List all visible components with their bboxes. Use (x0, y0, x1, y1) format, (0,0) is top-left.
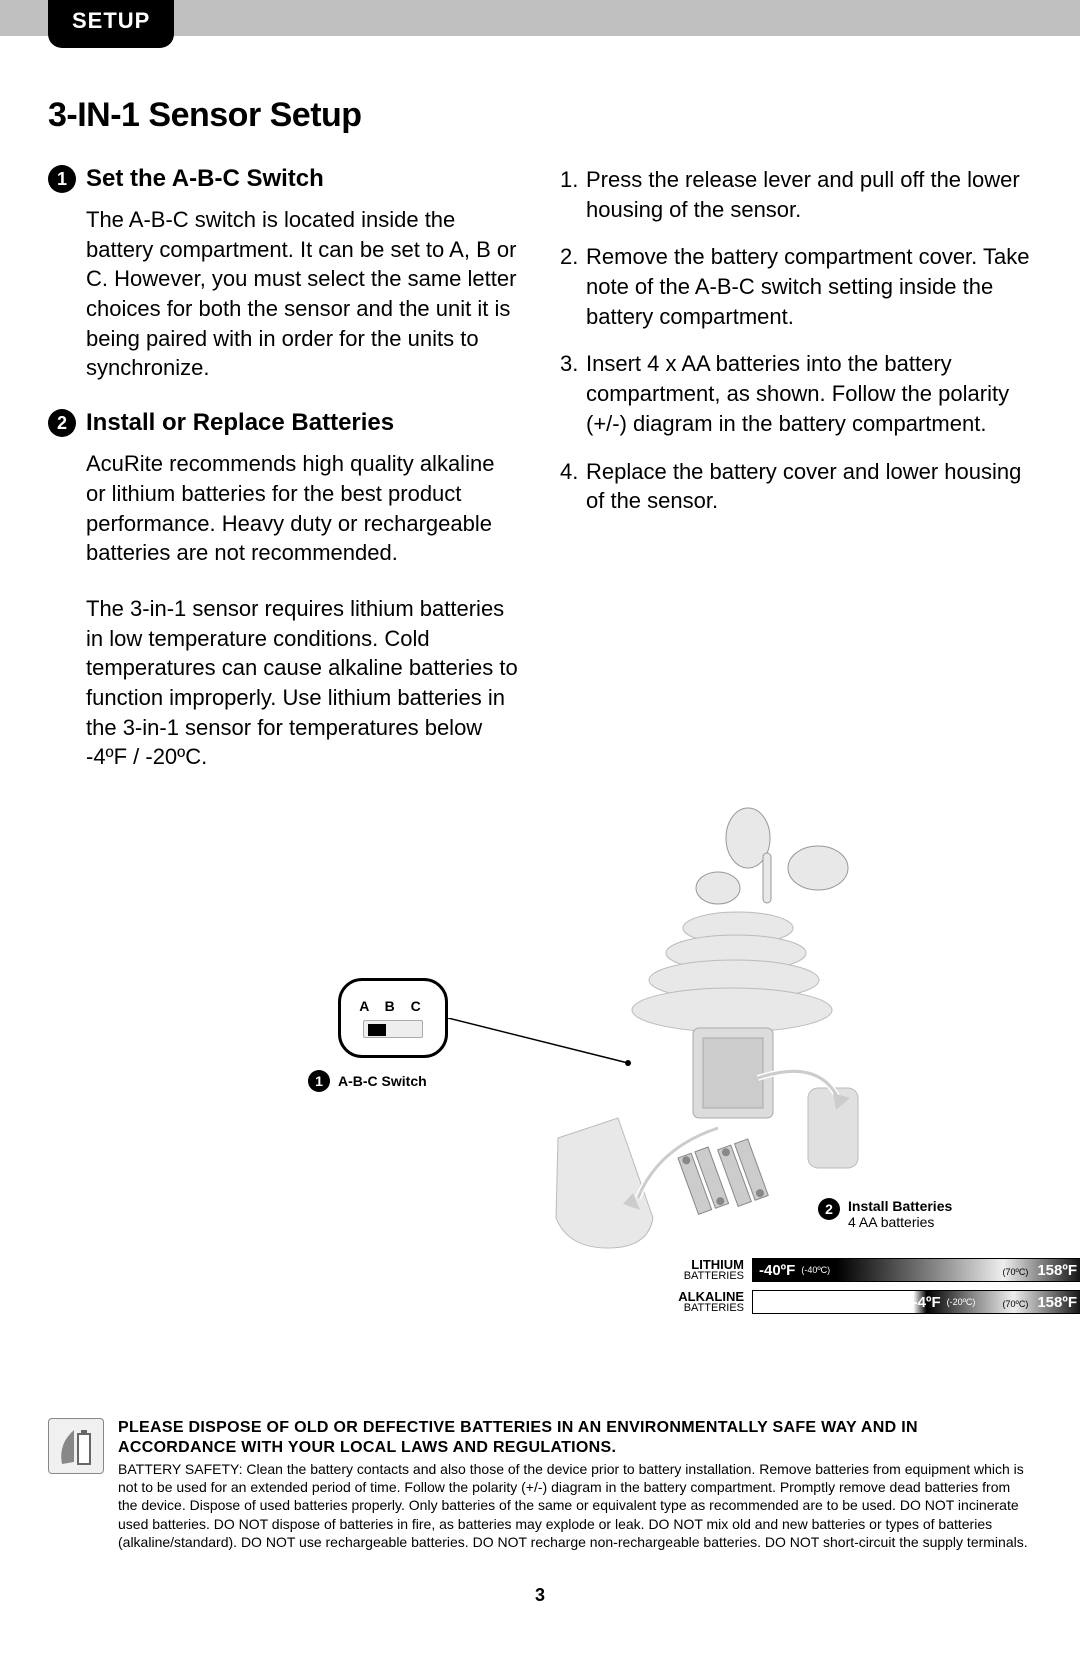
safety-disposal-box: PLEASE DISPOSE OF OLD OR DEFECTIVE BATTE… (48, 1418, 1032, 1551)
right-column: 1.Press the release lever and pull off t… (560, 165, 1032, 798)
page-number: 3 (0, 1571, 1080, 1636)
header-bar: SETUP (0, 0, 1080, 36)
abc-switch-diagram: A B C (338, 978, 448, 1058)
lithium-high-c: (70ºC) (1003, 1267, 1029, 1277)
substep-4: 4.Replace the battery cover and lower ho… (560, 457, 1032, 516)
callout-install-batteries: 2 Install Batteries 4 AA batteries (818, 1198, 952, 1230)
callout-abc-switch: 1 A-B-C Switch (308, 1070, 427, 1092)
left-column: 1 Set the A-B-C Switch The A-B-C switch … (48, 165, 520, 798)
lithium-low-c: (-40ºC) (801, 1265, 830, 1275)
step-2-heading: 2 Install or Replace Batteries (48, 409, 520, 437)
step-1-heading: 1 Set the A-B-C Switch (48, 165, 520, 193)
alkaline-row: ALKALINE BATTERIES -4ºF (-20ºC) (70ºC) 1… (668, 1290, 1080, 1314)
switch-tab (368, 1024, 386, 1036)
callout-2-number: 2 (818, 1198, 840, 1220)
callout-2-sub: 4 AA batteries (848, 1214, 952, 1230)
page-title: 3-IN-1 Sensor Setup (48, 96, 1032, 135)
alkaline-low-c: (-20ºC) (947, 1297, 976, 1307)
alkaline-high-f: 158ºF (1031, 1294, 1080, 1311)
step-2-body-1: AcuRite recommends high quality alkaline… (86, 449, 520, 568)
battery-temperature-bars: LITHIUM BATTERIES -40ºF (-40ºC) (70ºC) 1… (668, 1258, 1080, 1322)
step-1-title: Set the A-B-C Switch (86, 165, 324, 193)
abc-letters: A B C (359, 998, 427, 1014)
callout-1-label: A-B-C Switch (338, 1073, 427, 1089)
lithium-high-f: 158ºF (1031, 1262, 1080, 1279)
substep-list: 1.Press the release lever and pull off t… (560, 165, 1032, 516)
callout-2-label: Install Batteries (848, 1198, 952, 1214)
two-column-layout: 1 Set the A-B-C Switch The A-B-C switch … (48, 165, 1032, 798)
diagram-area: A B C 1 A-B-C Switch (48, 808, 1032, 1378)
lithium-low-f: -40ºF (753, 1262, 801, 1279)
safety-bold: PLEASE DISPOSE OF OLD OR DEFECTIVE BATTE… (118, 1418, 1032, 1458)
substep-1: 1.Press the release lever and pull off t… (560, 165, 1032, 224)
safety-text: PLEASE DISPOSE OF OLD OR DEFECTIVE BATTE… (118, 1418, 1032, 1551)
step-2-number: 2 (48, 409, 76, 437)
substep-3: 3.Insert 4 x AA batteries into the batte… (560, 349, 1032, 438)
alkaline-bar: -4ºF (-20ºC) (70ºC) 158ºF (752, 1290, 1080, 1314)
lithium-label: LITHIUM BATTERIES (668, 1258, 744, 1282)
step-1-number: 1 (48, 165, 76, 193)
step-2-body-2: The 3-in-1 sensor requires lithium batte… (86, 594, 520, 772)
step-2-title: Install or Replace Batteries (86, 409, 394, 437)
safety-fine: BATTERY SAFETY: Clean the battery contac… (118, 1460, 1032, 1551)
battery-disposal-icon (48, 1418, 104, 1474)
callout-1-number: 1 (308, 1070, 330, 1092)
alkaline-high-c: (70ºC) (1003, 1299, 1029, 1309)
step-1-body: The A-B-C switch is located inside the b… (86, 205, 520, 383)
substep-2: 2.Remove the battery compartment cover. … (560, 242, 1032, 331)
switch-slot (363, 1020, 423, 1038)
header-tab: SETUP (48, 0, 174, 48)
lithium-row: LITHIUM BATTERIES -40ºF (-40ºC) (70ºC) 1… (668, 1258, 1080, 1282)
main-content: 3-IN-1 Sensor Setup 1 Set the A-B-C Swit… (0, 36, 1080, 1398)
lithium-bar: -40ºF (-40ºC) (70ºC) 158ºF (752, 1258, 1080, 1282)
alkaline-low-f: -4ºF (907, 1294, 947, 1311)
alkaline-label: ALKALINE BATTERIES (668, 1290, 744, 1314)
